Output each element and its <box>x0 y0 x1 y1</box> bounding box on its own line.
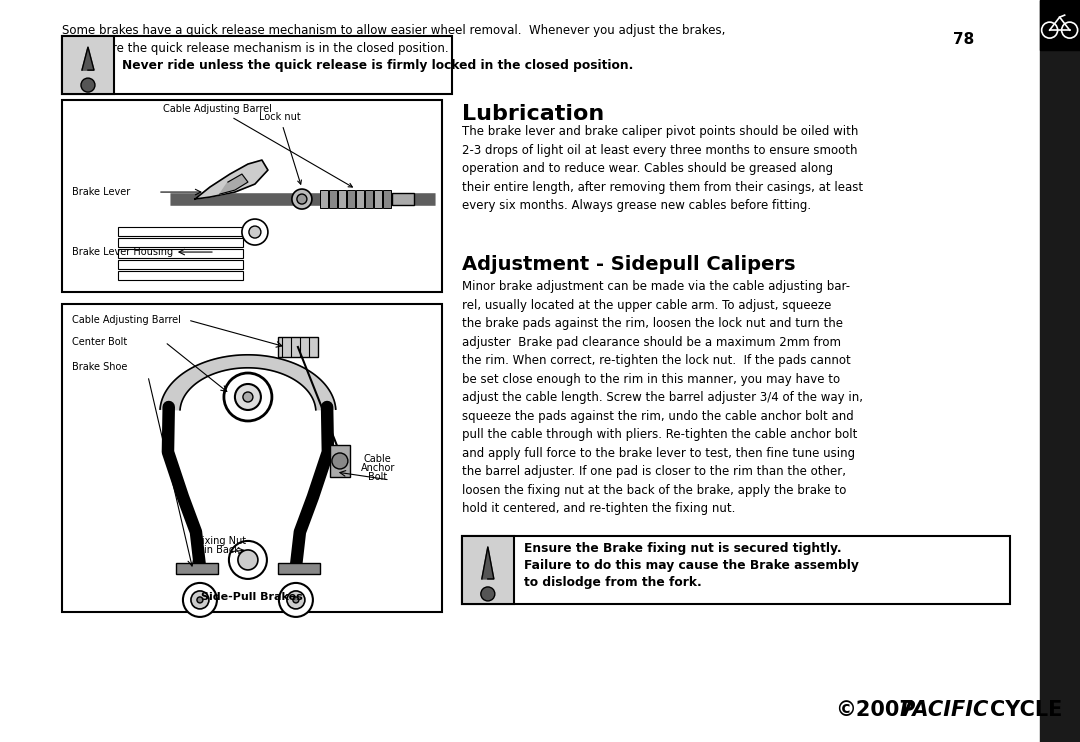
Circle shape <box>229 541 267 579</box>
Bar <box>462 536 1010 604</box>
Text: Some brakes have a quick release mechanism to allow easier wheel removal.  Whene: Some brakes have a quick release mechani… <box>62 24 726 55</box>
Text: Cable: Cable <box>364 454 392 464</box>
Bar <box>62 36 114 94</box>
Bar <box>278 337 318 357</box>
Circle shape <box>293 597 299 603</box>
Bar <box>365 190 373 208</box>
Bar <box>118 238 243 247</box>
Text: Adjustment - Sidepull Calipers: Adjustment - Sidepull Calipers <box>462 255 795 274</box>
Polygon shape <box>220 174 248 194</box>
Text: Failure to do this may cause the Brake assembly: Failure to do this may cause the Brake a… <box>524 559 859 572</box>
Text: PACIFIC: PACIFIC <box>900 700 989 720</box>
Circle shape <box>224 373 272 421</box>
Circle shape <box>287 591 305 609</box>
Text: Brake Lever Housing: Brake Lever Housing <box>72 247 173 257</box>
Bar <box>118 260 243 269</box>
Text: Anchor: Anchor <box>361 463 395 473</box>
Text: Cable Adjusting Barrel: Cable Adjusting Barrel <box>163 104 352 187</box>
Text: Side-Pull Brakes: Side-Pull Brakes <box>201 592 302 602</box>
Text: Ensure the Brake fixing nut is secured tightly.: Ensure the Brake fixing nut is secured t… <box>524 542 841 555</box>
Text: Cable Adjusting Barrel: Cable Adjusting Barrel <box>72 315 180 325</box>
Circle shape <box>243 392 253 402</box>
Polygon shape <box>82 47 94 70</box>
Bar <box>1040 0 1080 50</box>
Circle shape <box>279 583 313 617</box>
Bar <box>392 193 414 205</box>
Text: Lubrication: Lubrication <box>462 104 604 124</box>
Bar <box>118 271 243 280</box>
Bar <box>356 190 364 208</box>
Text: Never ride unless the quick release is firmly locked in the closed position.: Never ride unless the quick release is f… <box>122 59 633 72</box>
Bar <box>347 190 355 208</box>
Bar <box>329 445 350 477</box>
Circle shape <box>81 78 95 92</box>
Bar <box>383 190 391 208</box>
Bar <box>320 190 328 208</box>
Polygon shape <box>160 355 336 410</box>
Circle shape <box>332 453 348 469</box>
Text: Bolt: Bolt <box>368 472 388 482</box>
Circle shape <box>481 587 495 601</box>
Polygon shape <box>194 160 268 199</box>
Bar <box>176 563 218 574</box>
Bar <box>62 36 451 94</box>
Circle shape <box>242 219 268 245</box>
Bar <box>338 190 346 208</box>
Bar <box>1040 0 1080 742</box>
Bar <box>62 304 442 612</box>
Text: in Back: in Back <box>204 545 240 555</box>
Text: Minor brake adjustment can be made via the cable adjusting bar-
rel, usually loc: Minor brake adjustment can be made via t… <box>462 280 863 515</box>
Bar <box>329 190 337 208</box>
Text: Fixing Nut: Fixing Nut <box>198 536 246 546</box>
Circle shape <box>235 384 261 410</box>
Text: The brake lever and brake caliper pivot points should be oiled with
2-3 drops of: The brake lever and brake caliper pivot … <box>462 125 863 212</box>
Text: Brake Shoe: Brake Shoe <box>72 362 127 372</box>
Circle shape <box>292 189 312 209</box>
Circle shape <box>183 583 217 617</box>
Text: Center Bolt: Center Bolt <box>72 337 127 347</box>
Circle shape <box>297 194 307 204</box>
Circle shape <box>191 591 208 609</box>
Polygon shape <box>482 547 494 579</box>
Text: to dislodge from the fork.: to dislodge from the fork. <box>524 576 702 589</box>
Text: CYCLE: CYCLE <box>989 700 1062 720</box>
Circle shape <box>197 597 203 603</box>
Bar <box>118 227 243 236</box>
Bar <box>62 100 442 292</box>
Bar <box>118 249 243 258</box>
Bar <box>374 190 382 208</box>
Text: 78: 78 <box>954 32 974 47</box>
Text: ©2007: ©2007 <box>835 700 914 720</box>
Circle shape <box>238 550 258 570</box>
Circle shape <box>248 226 261 238</box>
Bar <box>278 563 320 574</box>
Text: Brake Lever: Brake Lever <box>72 187 131 197</box>
Text: Lock nut: Lock nut <box>259 112 301 184</box>
Bar <box>462 536 514 604</box>
